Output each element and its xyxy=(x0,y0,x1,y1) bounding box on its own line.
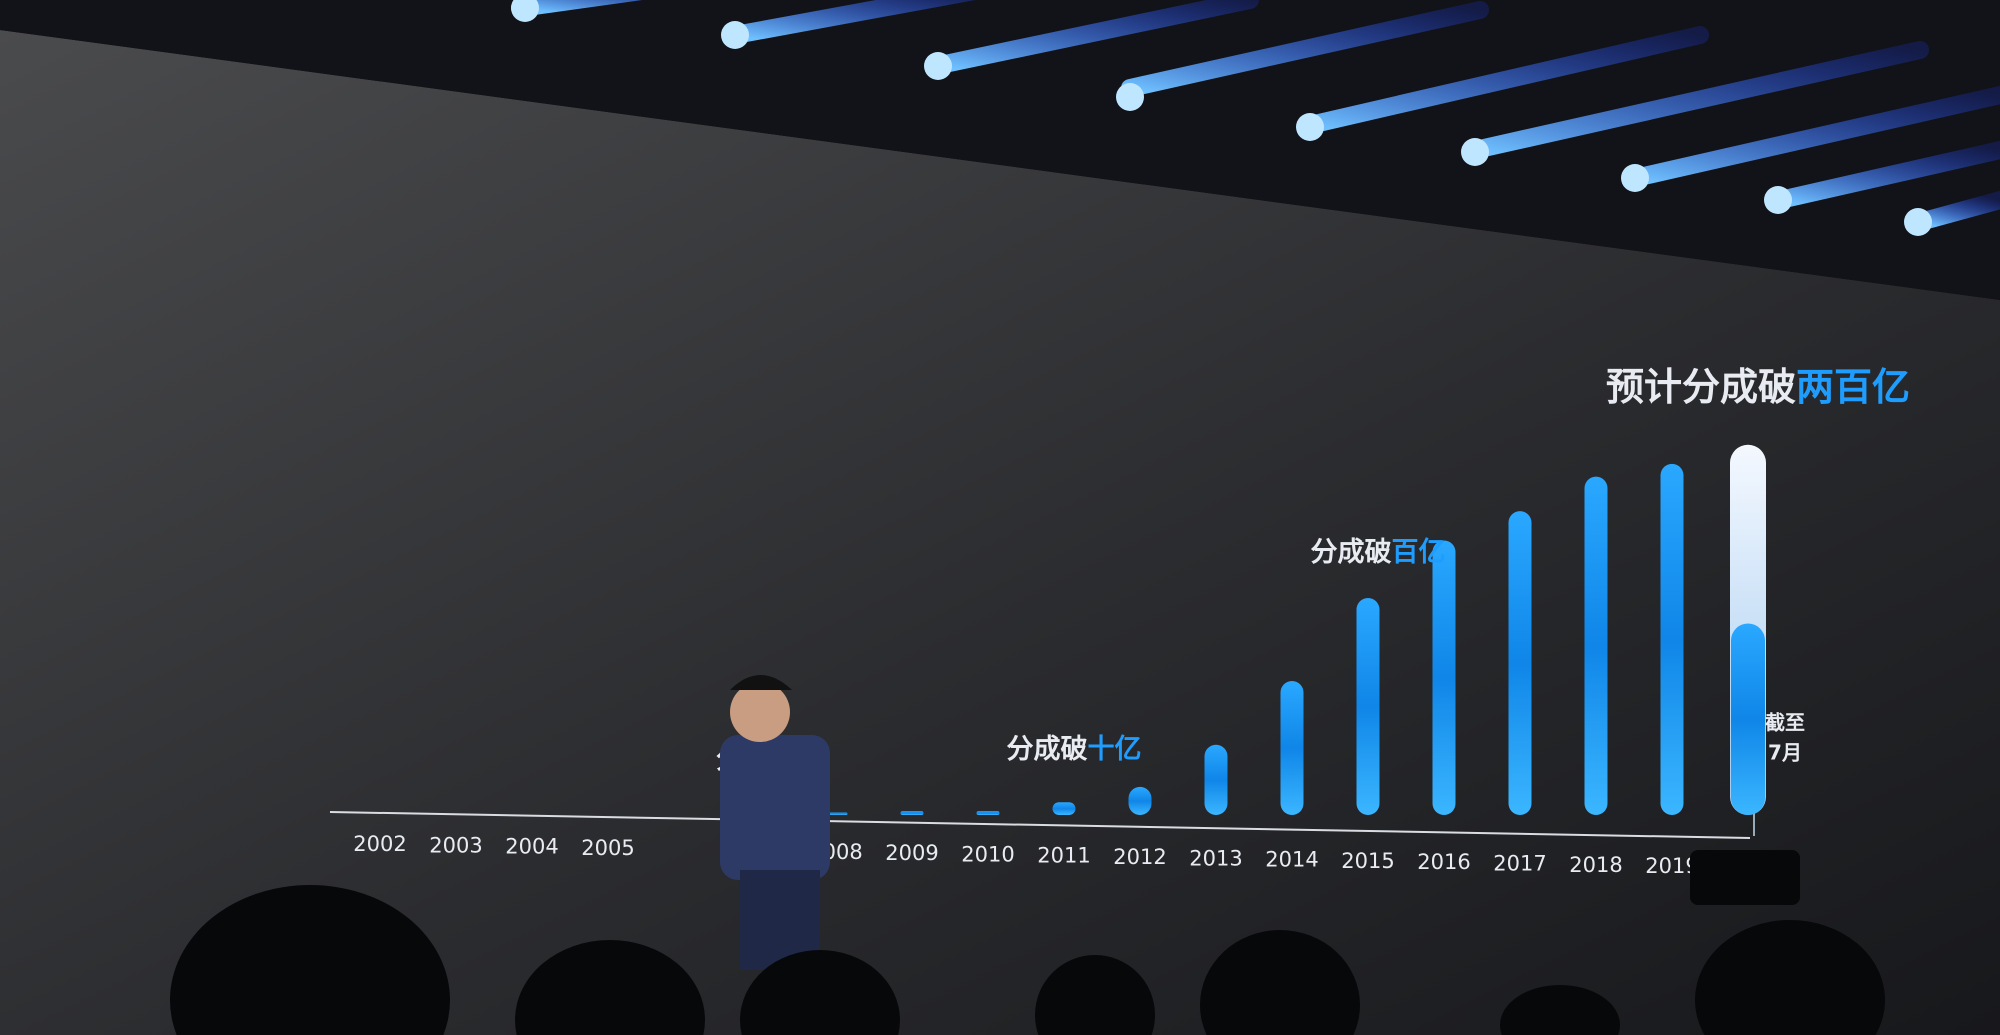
x-tick-label: 2018 xyxy=(1569,853,1622,877)
bar xyxy=(976,811,1000,815)
bar xyxy=(1204,744,1228,815)
x-tick-label: 2013 xyxy=(1189,846,1242,870)
x-tick-label: 2016 xyxy=(1417,850,1470,874)
annotation-highlight: 百亿 xyxy=(1392,537,1446,568)
annotation-prefix: 分成破 xyxy=(1007,734,1088,765)
x-tick-label: 2019 xyxy=(1645,854,1698,878)
bar xyxy=(1356,597,1380,815)
audience xyxy=(170,850,1885,1035)
x-tick-label: 2009 xyxy=(885,841,938,865)
annotation-prefix: 分成破 xyxy=(1311,537,1392,568)
annotation-prefix: 预计分成破 xyxy=(1606,365,1796,409)
bar xyxy=(1584,476,1608,815)
x-tick-label: 2014 xyxy=(1265,848,1318,872)
bar xyxy=(900,811,924,815)
annotation-highlight: 两百亿 xyxy=(1796,365,1910,409)
note: 截至 xyxy=(1765,711,1805,735)
baseline xyxy=(329,811,1751,839)
x-tick-label: 2010 xyxy=(961,842,1014,866)
bar xyxy=(1660,463,1684,815)
bar xyxy=(1731,623,1765,815)
annotation-highlight: 十亿 xyxy=(1088,734,1142,765)
bar xyxy=(824,812,848,815)
bar xyxy=(1280,680,1304,815)
x-tick-label: 2012 xyxy=(1113,845,1166,869)
chart: 2002200320042005200720082009201020112012… xyxy=(353,365,1910,879)
bar xyxy=(1052,802,1076,815)
x-tick-label: 2002 xyxy=(353,832,406,856)
x-tick-label: 2015 xyxy=(1341,849,1394,873)
annotation: 预计分成破两百亿 xyxy=(1606,365,1910,409)
annotation: 分成破十亿 xyxy=(1007,734,1142,765)
x-tick-label: 2017 xyxy=(1493,852,1546,876)
x-tick-label: 2003 xyxy=(429,833,482,857)
bar xyxy=(1128,786,1152,815)
bar xyxy=(1508,511,1532,815)
x-tick-label: 2011 xyxy=(1037,844,1090,868)
annotation: 分成破百亿 xyxy=(1311,537,1446,568)
bar xyxy=(1432,540,1456,815)
light-heads xyxy=(511,0,1932,236)
stage-lights xyxy=(511,0,2000,231)
screen xyxy=(0,30,2000,1035)
x-tick-label: 2005 xyxy=(581,836,634,860)
note: 7月 xyxy=(1768,741,1802,765)
x-tick-label: 2004 xyxy=(505,835,558,859)
